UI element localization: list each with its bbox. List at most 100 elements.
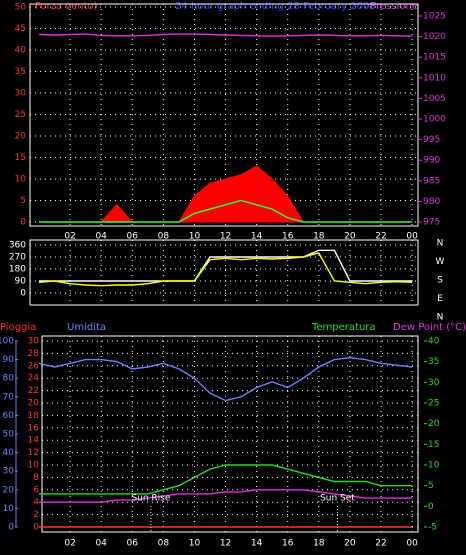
y-tick-label: 6 — [33, 485, 39, 495]
x-tick-label: 14 — [251, 232, 263, 242]
y3-tick-label: 30 — [3, 467, 15, 477]
x-tick-label: 20 — [344, 232, 356, 242]
x-tick-label: 04 — [95, 539, 107, 549]
y-tick-label: 15 — [15, 153, 26, 163]
series-line — [39, 249, 413, 282]
y3-tick-label: 50 — [3, 430, 15, 440]
y-tick-label: 90 — [15, 277, 27, 287]
y-tick-label: 24 — [28, 374, 40, 384]
x-tick-label: 18 — [313, 539, 325, 549]
y-tick-label: 14 — [28, 436, 40, 446]
y-tick-label: 5 — [20, 196, 26, 206]
direction-label: N — [437, 313, 444, 323]
y3-tick-label: 60 — [3, 411, 15, 421]
series-line — [39, 199, 413, 223]
annotation: Sun Rise — [131, 494, 170, 504]
y-tick-label: 16 — [28, 423, 40, 433]
y2-tick-label: 980 — [423, 197, 440, 207]
y2-tick-label: 1000 — [423, 115, 446, 125]
temperature-label: Temperatura — [311, 322, 376, 333]
y2-tick-label: 15 — [428, 440, 439, 450]
y2-tick-label: 1020 — [423, 32, 446, 42]
humidity-label: Umidita — [67, 322, 106, 333]
y2-tick-label: 995 — [423, 135, 440, 145]
annotation: Sun Set — [320, 494, 355, 504]
x-tick-label: 06 — [127, 232, 139, 242]
y-tick-label: 35 — [15, 67, 26, 77]
wind-label: Forza vento) — [35, 1, 98, 12]
series-line — [38, 252, 413, 287]
y-tick-label: 26 — [28, 361, 40, 371]
y3-tick-label: 90 — [3, 355, 15, 365]
y-tick-label: 12 — [28, 448, 39, 458]
x-tick-label: 22 — [375, 232, 386, 242]
y2-tick-label: 40 — [428, 337, 440, 347]
x-tick-label: 08 — [158, 232, 170, 242]
x-tick-label: 10 — [189, 539, 201, 549]
x-tick-label: 00 — [406, 539, 418, 549]
y2-tick-label: -5 — [428, 523, 437, 533]
y3-tick-label: 0 — [8, 523, 14, 533]
dewpoint-label: Dew Point (°C) — [393, 322, 466, 333]
y3-tick-label: 20 — [3, 485, 15, 495]
x-tick-label: 22 — [375, 539, 386, 549]
x-tick-label: 10 — [189, 232, 201, 242]
series-line — [39, 464, 413, 495]
x-tick-label: 18 — [313, 232, 325, 242]
y-tick-label: 18 — [28, 411, 40, 421]
y-tick-label: 0 — [20, 289, 26, 299]
plot-frame — [41, 335, 419, 533]
y-tick-label: 28 — [28, 349, 40, 359]
x-tick-label: 12 — [220, 539, 231, 549]
y-tick-label: 10 — [28, 461, 40, 471]
y-tick-label: 30 — [15, 89, 27, 99]
y-tick-label: 0 — [20, 218, 26, 228]
y3-tick-label: 40 — [3, 448, 15, 458]
y2-tick-label: 10 — [428, 461, 440, 471]
y3-tick-label: 10 — [3, 504, 15, 514]
y2-tick-label: 1005 — [423, 94, 446, 104]
y-tick-label: 50 — [15, 3, 27, 13]
direction-label: S — [437, 276, 443, 286]
y2-tick-label: 0 — [428, 502, 434, 512]
y2-tick-label: 975 — [423, 218, 440, 228]
y3-tick-label: 70 — [3, 392, 15, 402]
direction-label: W — [436, 257, 445, 267]
y-tick-label: 0 — [33, 523, 39, 533]
y-tick-label: 10 — [15, 175, 27, 185]
x-tick-label: 06 — [127, 539, 139, 549]
series-line — [39, 489, 413, 503]
rain-label: Pioggia — [0, 322, 36, 333]
y3-tick-label: 100 — [0, 337, 14, 347]
direction-label: N — [437, 239, 444, 249]
x-tick-label: 20 — [344, 539, 356, 549]
y3-tick-label: 80 — [3, 374, 15, 384]
y2-tick-label: 1015 — [423, 53, 446, 63]
x-tick-label: 16 — [282, 539, 294, 549]
series-line — [38, 33, 413, 37]
y-tick-label: 270 — [9, 253, 26, 263]
y-tick-label: 30 — [28, 337, 40, 347]
y-tick-label: 22 — [28, 386, 39, 396]
y-tick-label: 8 — [33, 473, 39, 483]
y2-tick-label: 20 — [428, 419, 440, 429]
y2-tick-label: 30 — [428, 378, 440, 388]
y2-tick-label: 5 — [428, 481, 434, 491]
x-tick-label: 08 — [158, 539, 170, 549]
y2-tick-label: 35 — [428, 357, 439, 367]
y2-tick-label: 990 — [423, 156, 440, 166]
y-tick-label: 20 — [15, 132, 27, 142]
plot-frame — [29, 239, 419, 306]
x-tick-label: 14 — [251, 539, 263, 549]
x-tick-label: 16 — [282, 232, 294, 242]
x-tick-label: 02 — [64, 539, 75, 549]
direction-label: E — [437, 294, 443, 304]
x-tick-label: 12 — [220, 232, 231, 242]
y2-tick-label: 1025 — [423, 12, 446, 22]
y2-tick-label: 1010 — [423, 73, 446, 83]
y2-tick-label: 25 — [428, 399, 439, 409]
y-tick-label: 20 — [28, 399, 40, 409]
x-tick-label: 02 — [64, 232, 75, 242]
